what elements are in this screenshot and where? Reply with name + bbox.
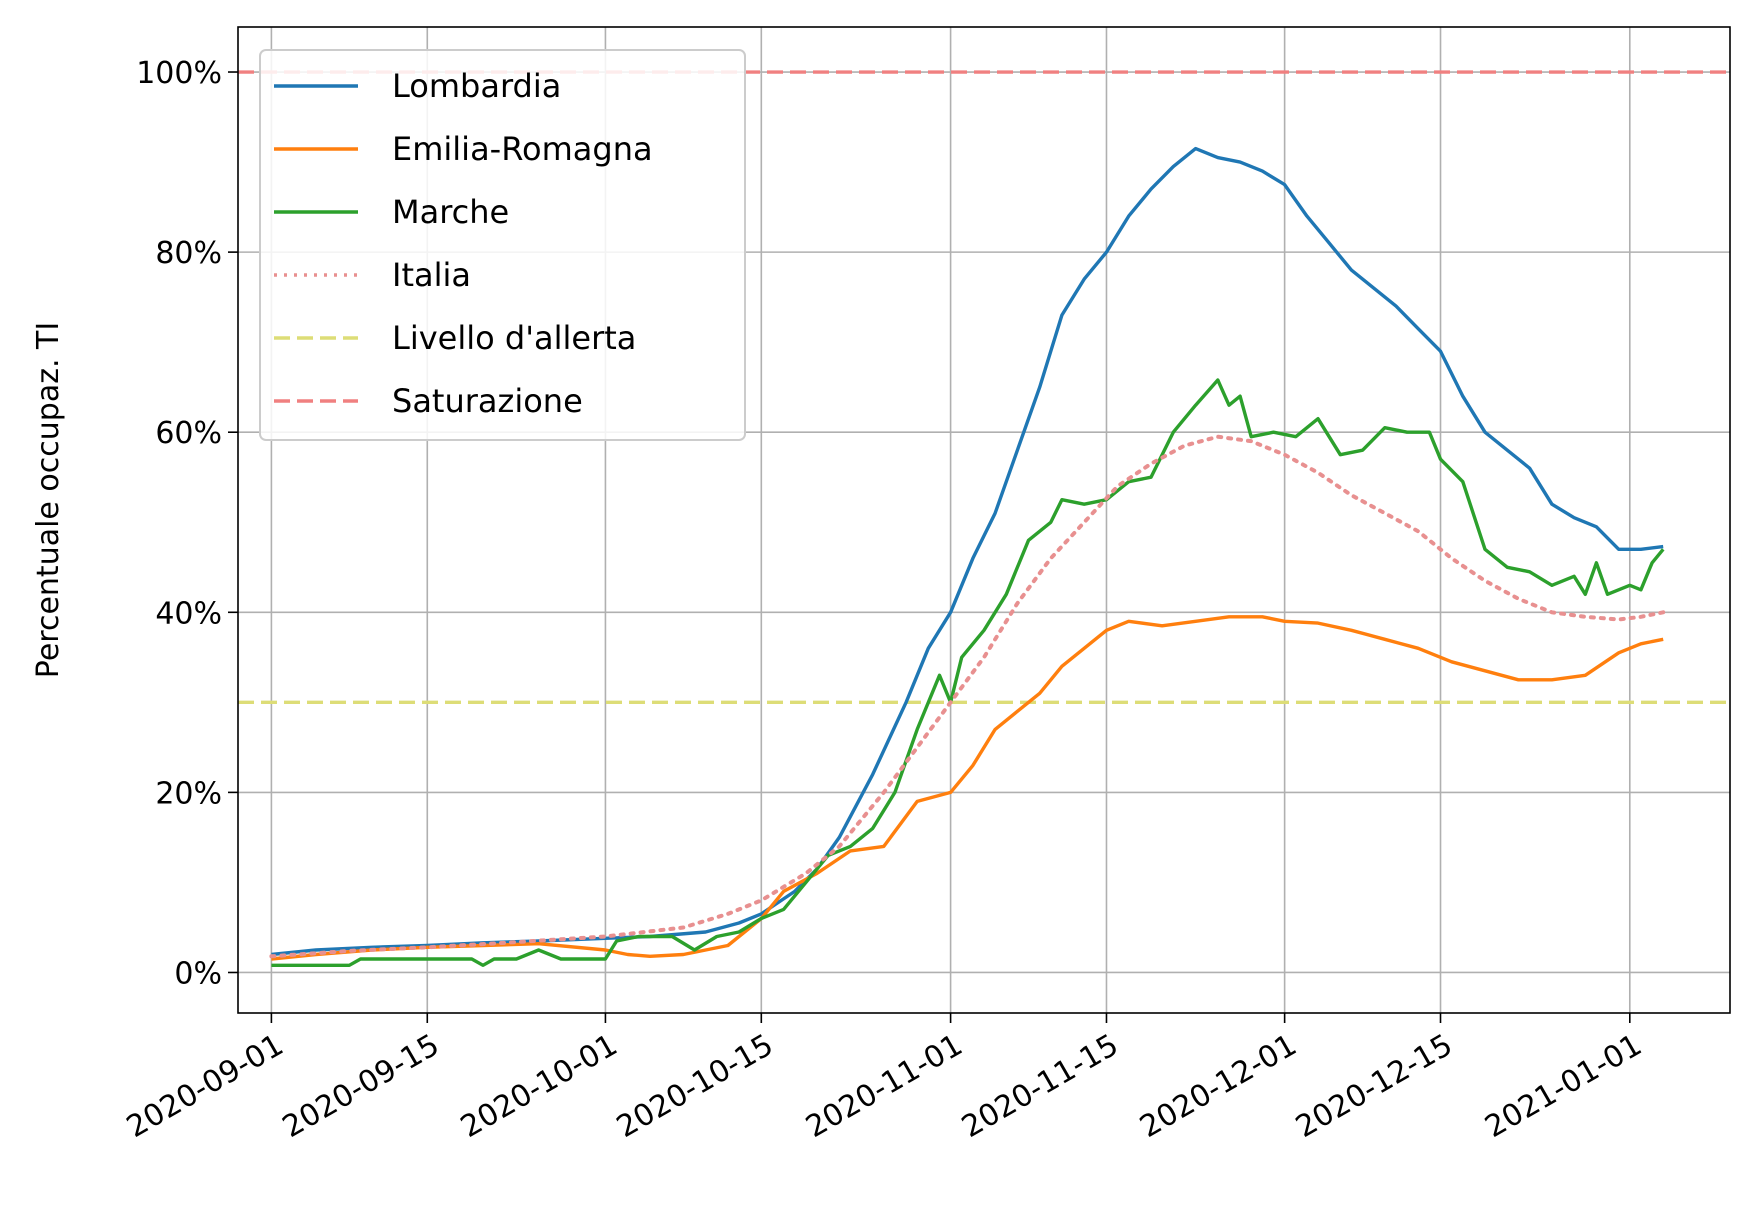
y-tick-label: 60% — [155, 416, 222, 451]
legend-label: Marche — [392, 193, 509, 231]
series-line — [271, 378, 1665, 967]
legend-label: Italia — [392, 256, 471, 294]
series-line — [271, 146, 1664, 957]
y-tick-label: 20% — [155, 776, 222, 811]
series-line — [269, 434, 1666, 959]
y-tick-label: 80% — [155, 236, 222, 271]
series-line — [271, 615, 1664, 961]
y-tick-label: 40% — [155, 596, 222, 631]
legend-label: Lombardia — [392, 67, 561, 105]
y-axis: 0% 20% 40% 60% 80% 100% — [136, 56, 238, 991]
plot-frame — [237, 26, 1731, 1014]
legend-label: Saturazione — [392, 382, 583, 420]
legend-box — [259, 49, 746, 441]
reference-lines — [238, 70, 1730, 705]
y-tick-label: 100% — [136, 56, 222, 91]
legend: Lombardia Emilia-Romagna Marche Italia Livel… — [259, 49, 746, 441]
legend-label: Emilia-Romagna — [392, 130, 653, 168]
y-tick-label: 0% — [174, 956, 222, 991]
series-group — [269, 146, 1666, 967]
y-axis-label: Percentuale occupaz. TI — [31, 322, 66, 678]
legend-label: Livello d'allerta — [392, 319, 636, 357]
